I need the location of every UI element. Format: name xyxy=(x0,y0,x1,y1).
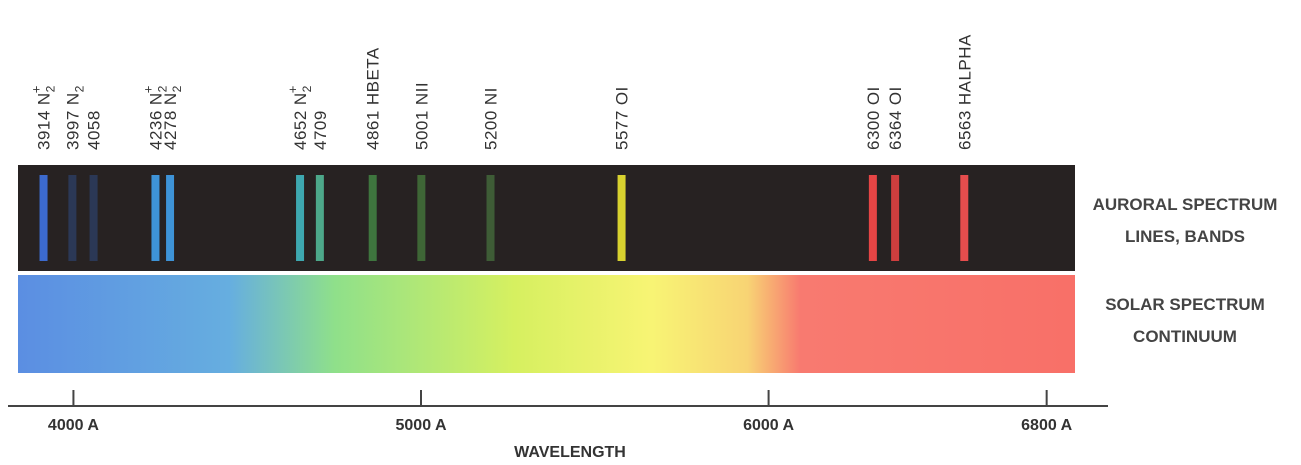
emission-line xyxy=(151,175,159,261)
line-label: 6300 OI xyxy=(864,86,883,150)
auroral-band xyxy=(18,165,1075,271)
line-label: 4709 xyxy=(311,110,330,150)
line-wavelength: 3997 xyxy=(63,110,82,150)
line-species: N xyxy=(35,92,54,105)
emission-line xyxy=(960,175,968,261)
line-wavelength: 6300 xyxy=(864,110,883,150)
line-species: OI xyxy=(864,86,883,105)
solar-label: CONTINUUM xyxy=(1133,327,1237,346)
line-label: 4652 N2+ xyxy=(285,85,314,150)
line-wavelength: 3914 xyxy=(35,110,54,150)
x-axis-title: WAVELENGTH xyxy=(514,444,626,461)
line-wavelength: 4861 xyxy=(364,110,383,150)
line-wavelength: 6364 xyxy=(886,110,905,150)
line-species: NII xyxy=(412,82,431,105)
solar-label: SOLAR SPECTRUM xyxy=(1105,295,1265,314)
line-species: HALPHA xyxy=(955,34,974,105)
line-label: 6563 HALPHA xyxy=(955,34,974,150)
line-label: 3997 N2 xyxy=(63,85,86,150)
line-label: 5200 NI xyxy=(482,87,501,150)
emission-line xyxy=(68,175,76,261)
line-subscript: 2 xyxy=(170,85,184,92)
line-wavelength: 5200 xyxy=(482,110,501,150)
auroral-label: AURORAL SPECTRUM xyxy=(1093,195,1278,214)
line-species: N xyxy=(161,92,180,105)
emission-line xyxy=(417,175,425,261)
emission-line xyxy=(296,175,304,261)
emission-line xyxy=(90,175,98,261)
line-subscript: 2 xyxy=(300,85,314,92)
line-label: 6364 OI xyxy=(886,86,905,150)
line-species: N xyxy=(63,92,82,105)
line-species: HBETA xyxy=(364,47,383,105)
line-wavelength: 5577 xyxy=(613,110,632,150)
line-subscript: 2 xyxy=(155,85,169,92)
line-wavelength: 4709 xyxy=(311,110,330,150)
line-superscript: + xyxy=(285,85,300,93)
emission-line xyxy=(40,175,48,261)
line-label: 4058 xyxy=(85,110,104,150)
line-wavelength: 5001 xyxy=(412,110,431,150)
emission-line xyxy=(618,175,626,261)
line-label: 4861 HBETA xyxy=(364,47,383,150)
line-label: 5001 NII xyxy=(412,82,431,150)
emission-line xyxy=(369,175,377,261)
emission-line xyxy=(316,175,324,261)
solar-band xyxy=(18,275,1075,373)
x-tick-label: 4000 A xyxy=(48,417,99,434)
line-species: NI xyxy=(482,87,501,105)
line-subscript: 2 xyxy=(44,85,58,92)
emission-line xyxy=(487,175,495,261)
line-subscript: 2 xyxy=(72,85,86,92)
line-species: OI xyxy=(613,86,632,105)
emission-line xyxy=(869,175,877,261)
line-label: 3914 N2+ xyxy=(29,85,58,150)
line-label: 5577 OI xyxy=(613,86,632,150)
line-wavelength: 4278 xyxy=(161,110,180,150)
emission-line xyxy=(891,175,899,261)
line-wavelength: 4058 xyxy=(85,110,104,150)
line-species: OI xyxy=(886,86,905,105)
line-superscript: + xyxy=(140,85,155,93)
x-tick-label: 6800 A xyxy=(1021,417,1072,434)
emission-line xyxy=(166,175,174,261)
line-wavelength: 6563 xyxy=(955,110,974,150)
auroral-label: LINES, BANDS xyxy=(1125,227,1245,246)
line-superscript: + xyxy=(29,85,44,93)
line-species: N xyxy=(291,92,310,105)
line-wavelength: 4652 xyxy=(291,110,310,150)
x-tick-label: 5000 A xyxy=(396,417,447,434)
x-tick-label: 6000 A xyxy=(743,417,794,434)
line-label: 4278 N2 xyxy=(161,85,184,150)
spectrum-chart: AURORAL SPECTRUM LINES, BANDS SOLAR SPEC… xyxy=(0,0,1301,465)
